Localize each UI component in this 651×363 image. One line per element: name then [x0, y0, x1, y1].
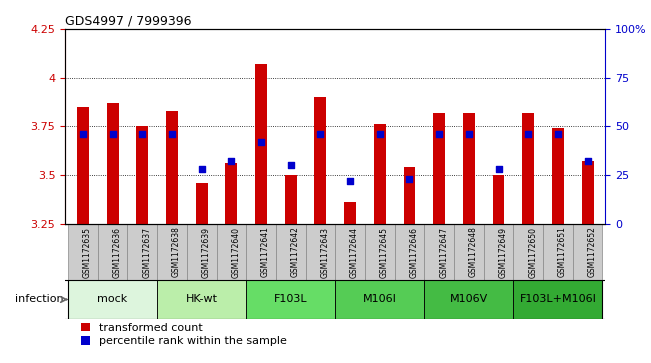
Bar — [543, 224, 573, 280]
Legend: transformed count, percentile rank within the sample: transformed count, percentile rank withi… — [81, 323, 287, 346]
Text: GSM1172635: GSM1172635 — [83, 227, 92, 278]
Text: infection: infection — [15, 294, 64, 305]
Bar — [404, 167, 415, 224]
Bar — [433, 113, 445, 224]
Point — [493, 166, 504, 172]
Point — [553, 131, 563, 137]
Bar — [246, 224, 276, 280]
Bar — [365, 224, 395, 280]
Bar — [136, 126, 148, 224]
Bar — [225, 163, 238, 224]
Bar — [344, 202, 356, 224]
Bar — [128, 224, 157, 280]
Bar — [374, 125, 386, 224]
Bar — [514, 224, 543, 280]
Text: GSM1172648: GSM1172648 — [469, 227, 478, 277]
Text: F103L: F103L — [274, 294, 307, 305]
Point — [583, 159, 593, 164]
Point — [226, 159, 236, 164]
Text: mock: mock — [98, 294, 128, 305]
Point — [256, 139, 266, 145]
Text: GSM1172650: GSM1172650 — [528, 227, 537, 278]
Text: GSM1172652: GSM1172652 — [588, 227, 596, 277]
Text: GSM1172641: GSM1172641 — [261, 227, 270, 277]
Bar — [284, 175, 297, 224]
Point — [374, 131, 385, 137]
Text: GSM1172644: GSM1172644 — [350, 227, 359, 278]
Point — [167, 131, 177, 137]
Text: GSM1172640: GSM1172640 — [231, 227, 240, 278]
Point — [137, 131, 148, 137]
Point — [286, 162, 296, 168]
Text: GSM1172647: GSM1172647 — [439, 227, 448, 278]
Bar — [187, 224, 217, 280]
Point — [434, 131, 445, 137]
Text: GSM1172642: GSM1172642 — [291, 227, 299, 277]
Text: F103L+M106I: F103L+M106I — [519, 294, 596, 305]
Bar — [196, 183, 208, 224]
Bar — [454, 224, 484, 280]
Bar — [493, 175, 505, 224]
Bar — [157, 280, 246, 319]
Text: GSM1172637: GSM1172637 — [143, 227, 151, 278]
Bar — [68, 224, 98, 280]
Point — [345, 178, 355, 184]
Text: GSM1172646: GSM1172646 — [409, 227, 419, 278]
Text: GSM1172645: GSM1172645 — [380, 227, 389, 278]
Bar — [335, 280, 424, 319]
Text: GSM1172638: GSM1172638 — [172, 227, 181, 277]
Text: GSM1172636: GSM1172636 — [113, 227, 122, 278]
Text: GSM1172639: GSM1172639 — [202, 227, 211, 278]
Bar — [314, 97, 326, 224]
Text: GSM1172651: GSM1172651 — [558, 227, 567, 277]
Point — [107, 131, 118, 137]
Point — [404, 176, 415, 182]
Bar — [522, 113, 534, 224]
Bar — [463, 113, 475, 224]
Text: GSM1172643: GSM1172643 — [320, 227, 329, 278]
Text: GDS4997 / 7999396: GDS4997 / 7999396 — [65, 15, 191, 28]
Point — [523, 131, 533, 137]
Bar — [582, 162, 594, 224]
Bar — [514, 280, 602, 319]
Bar — [98, 224, 128, 280]
Text: M106I: M106I — [363, 294, 396, 305]
Bar — [255, 64, 267, 224]
Point — [77, 131, 88, 137]
Text: HK-wt: HK-wt — [186, 294, 217, 305]
Point — [464, 131, 474, 137]
Bar — [68, 280, 157, 319]
Bar — [166, 111, 178, 224]
Bar — [276, 224, 305, 280]
Bar — [395, 224, 424, 280]
Point — [315, 131, 326, 137]
Bar — [424, 224, 454, 280]
Bar — [552, 129, 564, 224]
Bar — [217, 224, 246, 280]
Bar — [246, 280, 335, 319]
Bar — [107, 103, 118, 224]
Point — [197, 166, 207, 172]
Bar — [484, 224, 514, 280]
Text: GSM1172649: GSM1172649 — [499, 227, 508, 278]
Bar — [573, 224, 602, 280]
Text: M106V: M106V — [450, 294, 488, 305]
Bar — [157, 224, 187, 280]
Bar — [77, 107, 89, 224]
Bar — [335, 224, 365, 280]
Bar — [424, 280, 514, 319]
Bar — [305, 224, 335, 280]
